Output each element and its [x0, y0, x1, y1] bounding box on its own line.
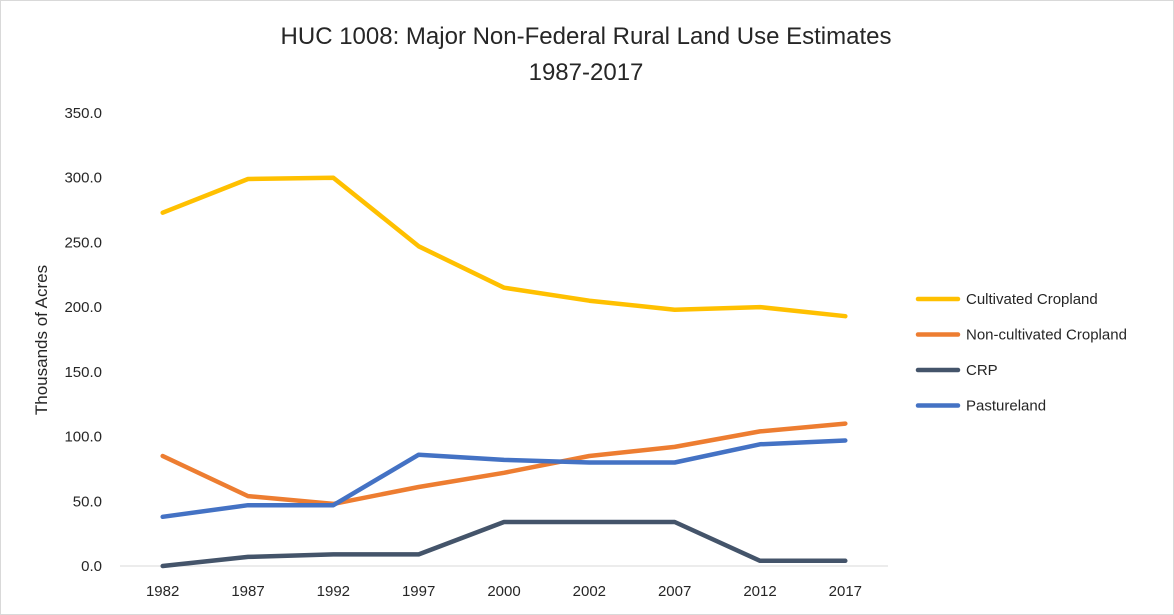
legend-label: Cultivated Cropland — [966, 291, 1098, 308]
series-line-cultivated-cropland — [160, 175, 848, 319]
y-tick-labels: 0.0 50.0 100.0 150.0 200.0 250.0 300.0 350.0 — [64, 105, 102, 575]
legend: Cultivated Cropland Non-cultivated Cropla… — [915, 291, 1127, 415]
y-tick-label: 0.0 — [81, 558, 102, 575]
y-tick-label: 350.0 — [64, 105, 102, 122]
y-tick-label: 200.0 — [64, 299, 102, 316]
x-tick-label: 2017 — [829, 583, 862, 600]
x-tick-label: 1997 — [402, 583, 435, 600]
x-tick-label: 2012 — [743, 583, 776, 600]
x-tick-labels: 1982 1987 1992 1997 2000 2002 2007 2012 2017 — [146, 583, 862, 600]
series-line-crp — [160, 519, 848, 569]
series-line-pastureland — [160, 438, 848, 520]
y-tick-label: 300.0 — [64, 170, 102, 187]
y-axis-label: Thousands of Acres — [32, 265, 51, 415]
x-tick-label: 1992 — [317, 583, 350, 600]
series-lines — [160, 175, 848, 569]
legend-label: Pastureland — [966, 398, 1046, 415]
y-tick-label: 250.0 — [64, 234, 102, 251]
x-tick-label: 1987 — [231, 583, 264, 600]
x-tick-label: 2007 — [658, 583, 691, 600]
x-tick-label: 2002 — [573, 583, 606, 600]
legend-label: CRP — [966, 362, 998, 379]
chart-subtitle: 1987-2017 — [529, 59, 644, 86]
series-line-non-cultivated-cropland — [160, 421, 848, 507]
y-tick-label: 150.0 — [64, 364, 102, 381]
x-tick-label: 1982 — [146, 583, 179, 600]
y-tick-label: 50.0 — [73, 493, 102, 510]
chart-title: HUC 1008: Major Non-Federal Rural Land U… — [281, 23, 892, 50]
x-tick-label: 2000 — [487, 583, 520, 600]
y-tick-label: 100.0 — [64, 429, 102, 446]
legend-label: Non-cultivated Cropland — [966, 327, 1127, 344]
